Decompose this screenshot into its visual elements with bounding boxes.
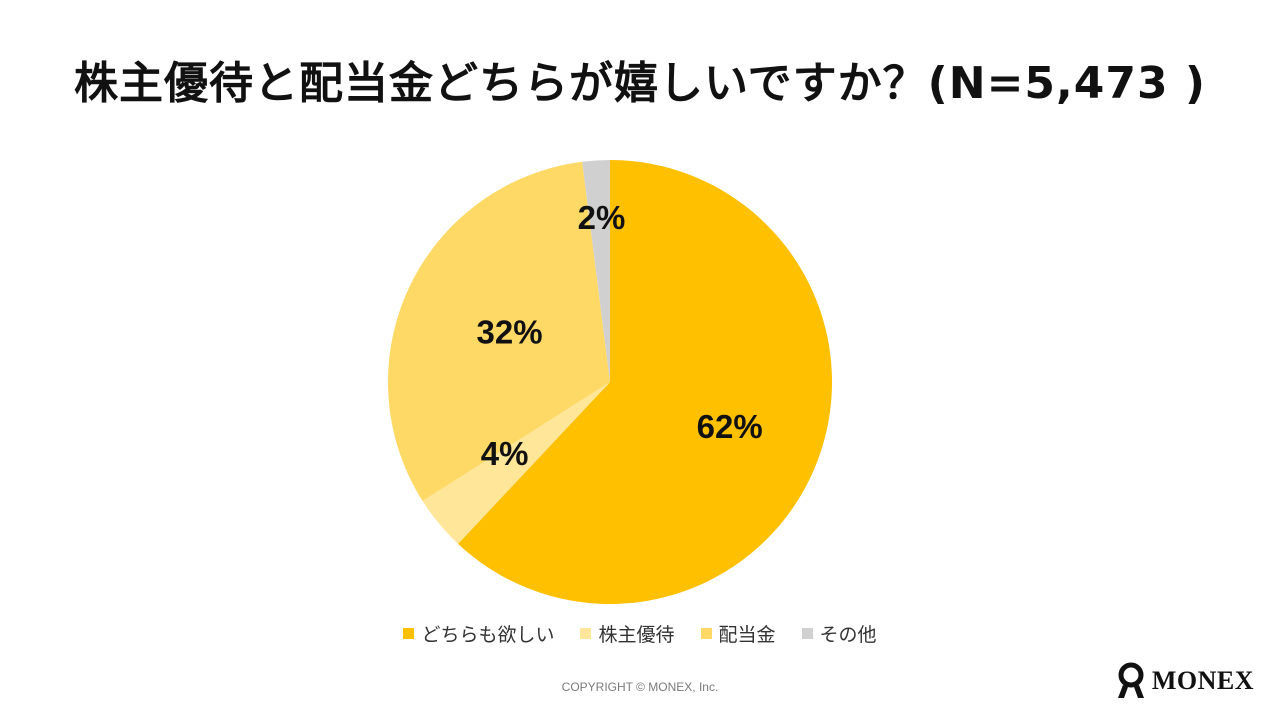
legend-swatch	[700, 628, 712, 639]
pie-slices	[387, 160, 832, 604]
copyright-text: COPYRIGHT © MONEX, Inc.	[561, 680, 719, 694]
chart-title: 株主優待と配当金どちらが嬉しいですか？(N=5,473 )	[73, 58, 1207, 109]
legend-swatch	[801, 628, 813, 639]
legend-label: どちらも欲しい	[421, 624, 555, 646]
legend-label: その他	[819, 624, 877, 646]
legend-item: その他	[801, 620, 877, 647]
pie-slice	[582, 160, 610, 382]
slice-value-label: 62%	[697, 408, 763, 445]
monex-logo: MONEX	[1114, 662, 1254, 700]
legend: どちらも欲しい 株主優待 配当金 その他	[0, 620, 1280, 647]
legend-swatch	[580, 628, 592, 639]
legend-label: 株主優待	[598, 624, 675, 646]
legend-item: 配当金	[700, 620, 776, 647]
pie-slice	[387, 161, 610, 501]
pie-value-labels: 62% 4% 32% 2%	[477, 199, 763, 472]
legend-label: 配当金	[718, 624, 776, 646]
slice-value-label: 2%	[578, 199, 626, 236]
monex-logo-icon	[1117, 662, 1144, 698]
slice-value-label: 32%	[477, 313, 543, 350]
logo-text: MONEX	[1151, 666, 1254, 695]
pie-slice	[458, 160, 832, 604]
legend-swatch	[403, 628, 415, 639]
legend-item: どちらも欲しい	[403, 620, 554, 647]
legend-item: 株主優待	[580, 620, 675, 647]
pie-slice	[422, 382, 610, 544]
slice-value-label: 4%	[481, 435, 529, 472]
